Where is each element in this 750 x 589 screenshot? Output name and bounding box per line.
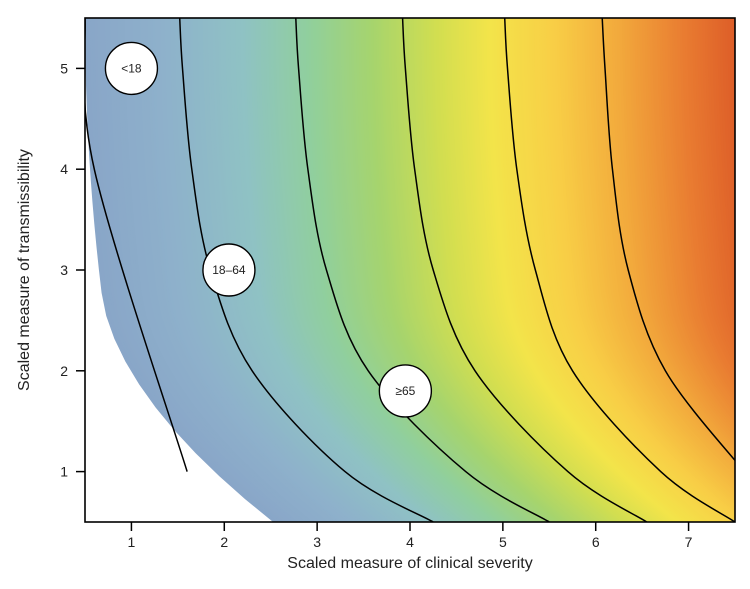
x-tick-label: 6 <box>592 534 600 550</box>
marker-label: <18 <box>121 61 142 75</box>
data-marker: <18 <box>105 42 157 94</box>
y-tick-label: 2 <box>60 363 68 379</box>
x-tick-label: 4 <box>406 534 414 550</box>
x-axis-label: Scaled measure of clinical severity <box>287 555 532 572</box>
marker-label: 18–64 <box>212 263 246 277</box>
data-marker: 18–64 <box>203 244 255 296</box>
y-tick-label: 5 <box>60 60 68 76</box>
contour-chart: 1 2 3 4 5 6 7 1 2 3 4 5 <18 18–64 ≥65 Scaled measure … <box>0 0 750 589</box>
y-tick-label: 4 <box>60 161 68 177</box>
x-tick-label: 7 <box>685 534 693 550</box>
x-tick-label: 5 <box>499 534 507 550</box>
marker-label: ≥65 <box>395 384 415 398</box>
chart-container: 1 2 3 4 5 6 7 1 2 3 4 5 <18 18–64 ≥65 Scaled measure … <box>0 0 750 589</box>
y-tick-label: 1 <box>60 464 68 480</box>
y-tick-label: 3 <box>60 262 68 278</box>
x-tick-label: 3 <box>313 534 321 550</box>
x-tick-label: 2 <box>220 534 228 550</box>
y-axis-label: Scaled measure of transmissibility <box>16 149 33 391</box>
x-tick-label: 1 <box>128 534 136 550</box>
data-marker: ≥65 <box>379 365 431 417</box>
